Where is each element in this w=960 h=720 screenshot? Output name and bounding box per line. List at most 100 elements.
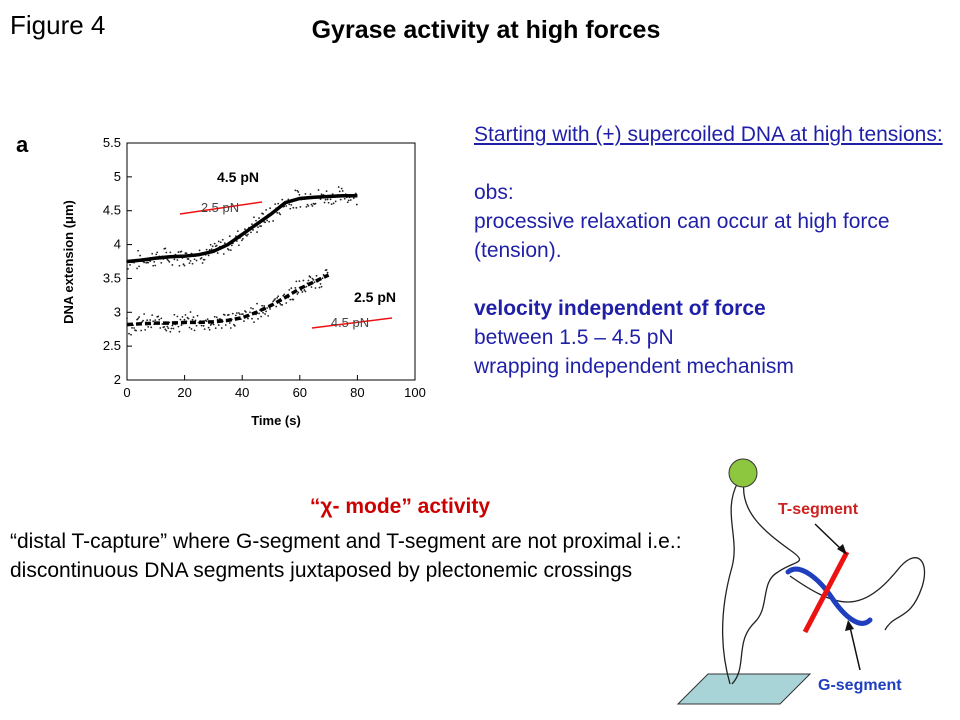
series2-point (245, 311, 247, 313)
series2-point (282, 294, 285, 297)
series2-point (206, 318, 209, 321)
mode-body-line2: discontinuous DNA segments juxtaposed by… (10, 559, 633, 582)
t-pointer-arrow (814, 523, 843, 551)
series1-point (228, 235, 231, 238)
observation-text: Starting with (+) supercoiled DNA at hig… (474, 120, 954, 381)
y-axis-label: DNA extension (μm) (61, 200, 76, 324)
x-tick-label: 100 (404, 385, 426, 400)
series1-point (176, 259, 179, 261)
series2-point (126, 317, 128, 320)
series1-point (325, 190, 328, 193)
series1-point (188, 262, 191, 264)
y-tick-label: 3 (114, 304, 121, 319)
x-tick-labels: 0 20 40 60 80 100 (123, 385, 425, 400)
series1-point (191, 262, 194, 265)
series1-point (296, 189, 299, 192)
series1-point (317, 189, 320, 191)
series2-point (314, 287, 317, 289)
series1-point (221, 238, 224, 241)
series2-point (152, 320, 155, 323)
series1-point (299, 206, 302, 208)
x-tick-label: 20 (177, 385, 191, 400)
series1-point (252, 229, 254, 231)
series2-point (288, 289, 291, 291)
series1-point (269, 207, 272, 210)
series1-point (278, 212, 281, 214)
series-lines (126, 194, 358, 327)
y-tick-label: 5 (114, 169, 121, 184)
series1-point (193, 258, 196, 261)
series1-point (180, 250, 183, 253)
series2-point (137, 317, 139, 320)
series1-point (274, 203, 277, 206)
series1-point (290, 204, 293, 206)
series1-point (168, 260, 171, 263)
series2-point (301, 291, 304, 293)
series1-point (285, 205, 288, 207)
g-segment-dna (785, 566, 873, 626)
series2-point (256, 302, 258, 305)
series2-point (128, 332, 130, 335)
series2-point (292, 298, 295, 301)
series2-point (279, 302, 282, 305)
series1-point (169, 251, 172, 254)
series2-point (176, 315, 179, 318)
series1-point (305, 205, 308, 208)
series1-point (183, 264, 186, 267)
g-segment-label: G-segment (818, 677, 902, 694)
velocity-line: velocity independent of force (474, 297, 766, 320)
series1-point (222, 253, 225, 255)
series1-point (265, 209, 268, 211)
series2-point (228, 322, 231, 324)
series2-point (180, 324, 183, 327)
series2-point (320, 285, 323, 288)
series2-point (178, 330, 181, 333)
series2-point (275, 305, 278, 308)
series2-point (160, 317, 163, 320)
x-tick-label: 40 (235, 385, 249, 400)
t-segment-dna (802, 550, 850, 634)
series1-point (139, 254, 142, 257)
series1-point (167, 259, 170, 262)
mode-description: “distal T-capture” where G-segment and T… (10, 527, 710, 585)
series1-point (137, 249, 139, 252)
series2-point (214, 327, 217, 330)
series1-point (165, 251, 168, 254)
series1-point (127, 267, 129, 270)
series2-point (143, 313, 146, 315)
series1-point (332, 202, 335, 205)
series2-point (242, 313, 244, 316)
series1-point (262, 213, 264, 215)
series2-point (166, 325, 169, 328)
series1-point (216, 252, 219, 254)
series2-label-line (311, 317, 393, 329)
series1-point (314, 202, 317, 205)
series2-point (260, 315, 262, 318)
series2-point (243, 320, 245, 323)
series1-outer-label: 4.5 pN (217, 169, 259, 185)
series2-point (227, 313, 230, 316)
series2-point (265, 310, 268, 313)
series1-point (246, 234, 248, 237)
series2-point (298, 280, 301, 283)
series2-point (229, 327, 232, 329)
series1-point (209, 243, 212, 246)
series2-point (272, 300, 275, 303)
series1-inner-label: 2.5 pN (201, 200, 239, 215)
mode-body-line1: “distal T-capture” where G-segment and T… (10, 530, 682, 553)
force-range-line: between 1.5 – 4.5 pN (474, 326, 674, 349)
series2-point (269, 308, 272, 310)
series2-point (191, 318, 194, 321)
series2-point (262, 311, 264, 314)
series1-point (178, 264, 181, 267)
x-axis-label: Time (s) (251, 413, 301, 428)
series2-point (258, 312, 260, 315)
y-tick-labels: 2 2.5 3 3.5 4 4.5 5 5.5 (103, 135, 121, 387)
series1-point (208, 248, 211, 251)
series1-point (343, 197, 346, 200)
series2-point (213, 315, 216, 318)
series2-point (295, 280, 298, 283)
series2-point (205, 320, 208, 323)
series1-point (160, 261, 163, 264)
dna-plectoneme-strand (731, 481, 801, 685)
